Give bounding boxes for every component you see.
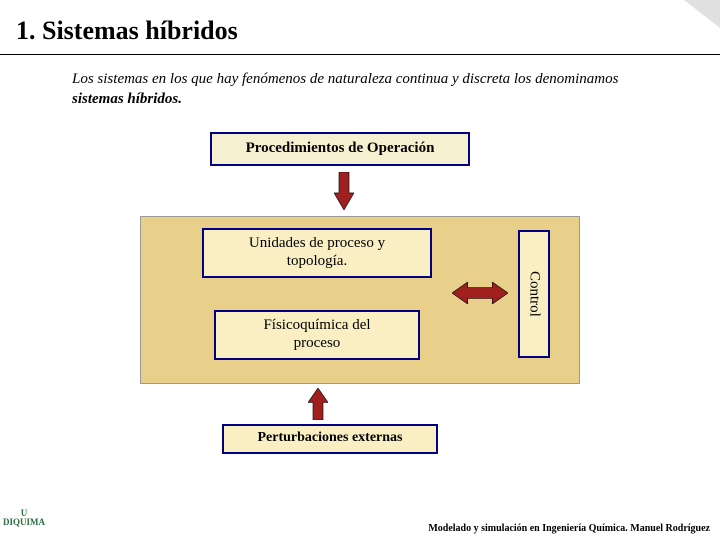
logo: U DIQUIMA	[4, 498, 44, 538]
intro-bold: sistemas híbridos.	[72, 91, 182, 107]
box-perturbaciones-label: Perturbaciones externas	[257, 430, 402, 446]
logo-text: U DIQUIMA	[3, 509, 45, 527]
arrow-bidirectional-icon	[452, 282, 508, 304]
box-control-label: Control	[525, 271, 542, 317]
title-underline	[0, 54, 720, 55]
box-fisicoquimica: Físicoquímica del proceso	[214, 310, 420, 360]
box-control: Control	[518, 230, 550, 358]
box-unidades-label: Unidades de proceso y topología.	[249, 235, 385, 270]
page-title: 1. Sistemas híbridos	[0, 0, 720, 54]
box-unidades: Unidades de proceso y topología.	[202, 228, 432, 278]
box-fisicoquimica-label: Físicoquímica del proceso	[263, 317, 370, 352]
diagram-area: Procedimientos de Operación Unidades de …	[0, 124, 720, 464]
box-procedimientos: Procedimientos de Operación	[210, 132, 470, 166]
footer-text: Modelado y simulación en Ingeniería Quím…	[428, 523, 710, 534]
arrow-down-icon	[334, 172, 354, 210]
box-procedimientos-label: Procedimientos de Operación	[246, 140, 435, 157]
arrow-up-icon	[308, 388, 328, 420]
intro-text: Los sistemas en los que hay fenómenos de…	[0, 69, 720, 110]
box-perturbaciones: Perturbaciones externas	[222, 424, 438, 454]
intro-before: Los sistemas en los que hay fenómenos de…	[72, 71, 618, 87]
